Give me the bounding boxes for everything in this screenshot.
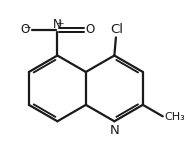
Text: Cl: Cl	[110, 23, 123, 36]
Text: N: N	[109, 124, 119, 137]
Text: O: O	[20, 23, 30, 36]
Text: O: O	[85, 23, 94, 36]
Text: CH₃: CH₃	[164, 112, 185, 122]
Text: −: −	[23, 23, 30, 32]
Text: N: N	[53, 18, 62, 31]
Text: +: +	[56, 19, 64, 28]
